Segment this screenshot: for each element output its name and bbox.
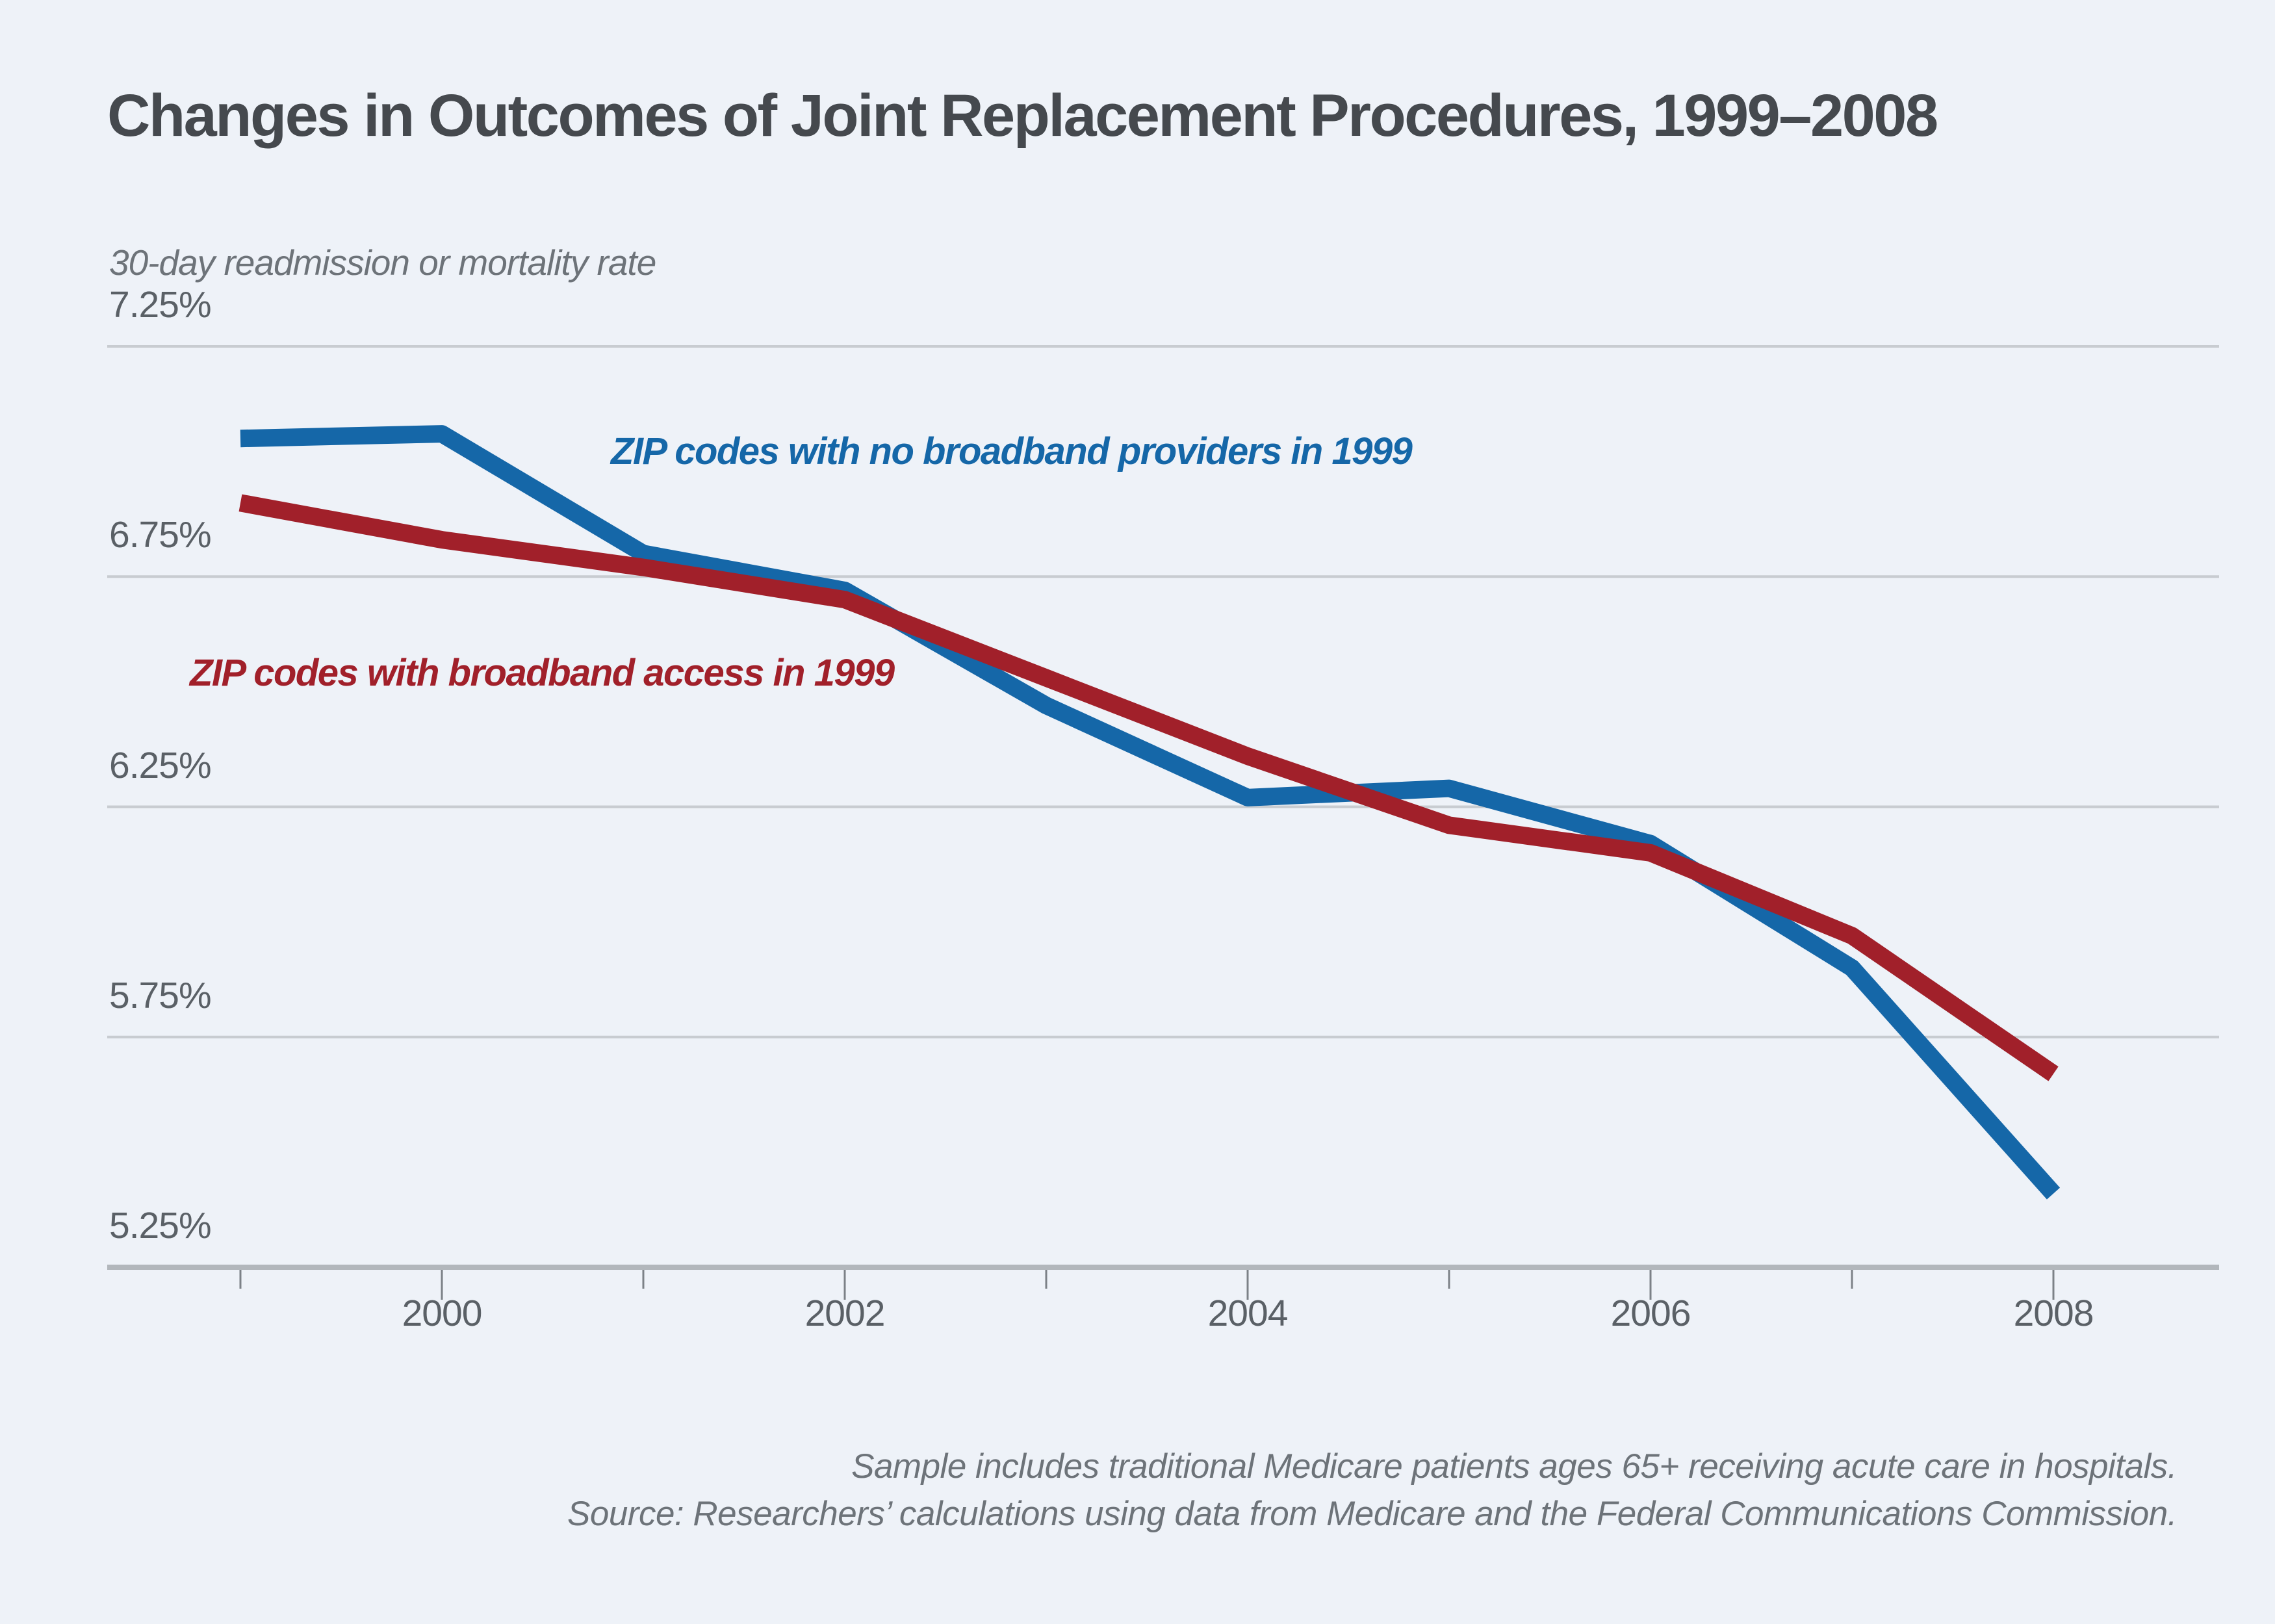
y-axis-label-6.25%: 6.25% xyxy=(109,744,212,786)
x-axis-label-2008: 2008 xyxy=(2013,1293,2094,1334)
y-axis-label-7.25%: 7.25% xyxy=(109,284,212,326)
series-label-no-broadband: ZIP codes with no broadband providers in… xyxy=(611,430,1413,472)
x-axis-tick-marks xyxy=(239,1270,2055,1300)
x-axis-label-2002: 2002 xyxy=(804,1293,886,1334)
series-label-broadband: ZIP codes with broadband access in 1999 xyxy=(190,652,895,694)
footnote-source: Source: Researchers’ calculations using … xyxy=(567,1495,2178,1533)
series-line-broadband xyxy=(238,494,2059,1081)
x-axis-label-2004: 2004 xyxy=(1207,1293,1289,1334)
y-axis-label-5.25%: 5.25% xyxy=(109,1205,212,1246)
chart-title: Changes in Outcomes of Joint Replacement… xyxy=(107,83,1938,149)
y-axis-label-5.75%: 5.75% xyxy=(109,974,212,1016)
x-axis-label-2006: 2006 xyxy=(1610,1293,1691,1334)
x-axis-label-2000: 2000 xyxy=(402,1293,483,1334)
gridlines xyxy=(107,345,2219,1038)
series-line-no-broadband xyxy=(240,425,2061,1200)
footnotes: Sample includes traditional Medicare pat… xyxy=(567,1443,2178,1538)
y-axis-unit-label: 30-day readmission or mortality rate xyxy=(109,242,656,283)
y-axis-label-6.75%: 6.75% xyxy=(109,514,212,556)
footnote-sample: Sample includes traditional Medicare pat… xyxy=(851,1447,2177,1486)
